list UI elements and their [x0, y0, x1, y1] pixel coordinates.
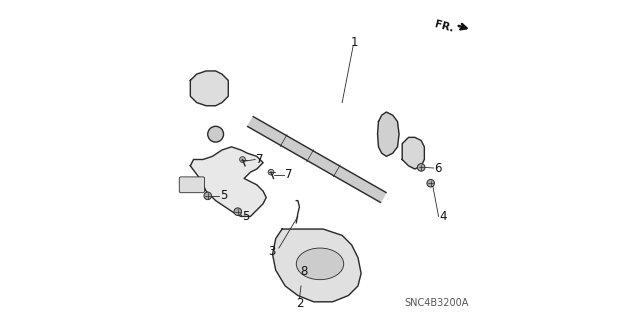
Circle shape [268, 169, 274, 175]
Circle shape [204, 192, 212, 200]
Text: 4: 4 [440, 210, 447, 223]
Text: 7: 7 [285, 168, 292, 181]
Polygon shape [248, 117, 386, 202]
Polygon shape [190, 147, 266, 216]
Polygon shape [190, 71, 228, 106]
Text: 3: 3 [268, 245, 276, 258]
Polygon shape [402, 137, 424, 169]
FancyBboxPatch shape [179, 177, 205, 193]
Text: SNC4B3200A: SNC4B3200A [404, 298, 468, 308]
Text: 2: 2 [296, 297, 303, 310]
Text: 5: 5 [243, 210, 250, 223]
Text: FR.: FR. [433, 19, 454, 34]
Circle shape [427, 179, 435, 187]
Text: 5: 5 [220, 189, 227, 202]
Circle shape [234, 208, 241, 215]
Text: 7: 7 [256, 153, 264, 166]
Circle shape [239, 157, 245, 162]
Circle shape [417, 164, 425, 171]
Polygon shape [378, 112, 399, 156]
Text: 6: 6 [435, 161, 442, 174]
Ellipse shape [296, 248, 344, 280]
Polygon shape [273, 229, 361, 302]
Circle shape [208, 126, 223, 142]
Text: 1: 1 [351, 36, 358, 49]
Text: 8: 8 [301, 265, 308, 278]
